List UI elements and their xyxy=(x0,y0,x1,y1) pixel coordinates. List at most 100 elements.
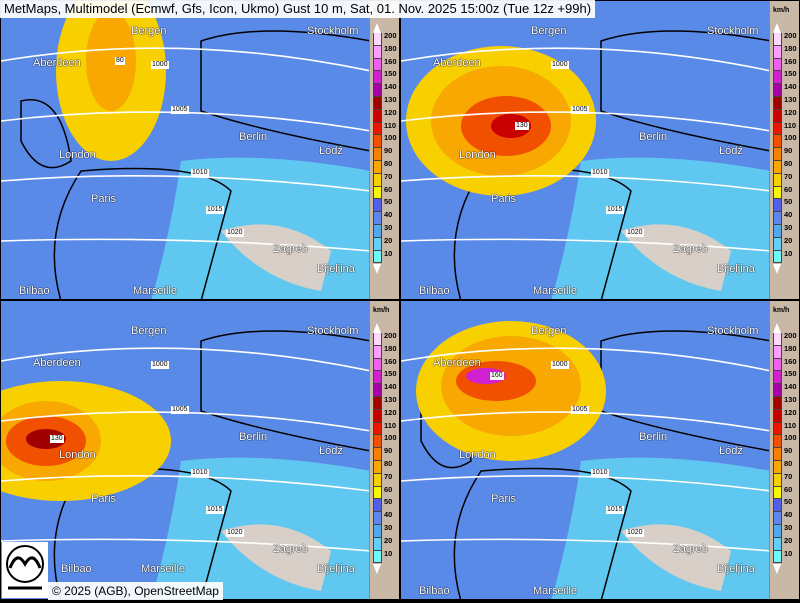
city-label: Aberdeen xyxy=(33,357,81,369)
legend-label: 200 xyxy=(384,331,397,340)
isobar-label: 1020 xyxy=(626,229,644,237)
legend-swatch xyxy=(373,71,382,85)
city-label: Łódź xyxy=(719,445,743,457)
legend-swatch xyxy=(773,186,782,200)
city-label: Bijeljina xyxy=(317,263,355,275)
legend-swatch xyxy=(373,524,382,538)
legend-swatch xyxy=(773,122,782,136)
legend-swatch xyxy=(373,333,382,346)
gust-legend: km/h 200 180 160 150 140 130 120 110 100 90 80 70 60 5… xyxy=(769,301,799,599)
gust-legend: km/h 200 180 160 150 140 130 120 110 100 90 80 70 60 5… xyxy=(369,301,399,599)
legend-label: 70 xyxy=(784,171,793,181)
city-label: Łódź xyxy=(319,445,343,457)
legend-swatch xyxy=(773,537,782,551)
city-label: Marseille xyxy=(133,285,178,297)
legend-swatch xyxy=(373,84,382,97)
legend-label: 40 xyxy=(384,210,393,220)
legend-label: 200 xyxy=(384,31,397,40)
gust-contour xyxy=(86,11,136,111)
peak-gust-label: 130 xyxy=(50,435,64,443)
legend-label: 160 xyxy=(784,56,797,66)
legend-label: 10 xyxy=(784,548,793,558)
legend-swatch xyxy=(773,135,782,149)
legend-label: 180 xyxy=(384,43,397,53)
legend-swatch xyxy=(373,250,382,264)
isobar xyxy=(401,538,771,552)
legend-label: 100 xyxy=(784,433,797,443)
legend-label: 10 xyxy=(384,248,393,258)
map-panel-model-2: 1000 1005 1010 1015 1020 130 Aberdeen London Par… xyxy=(400,0,800,300)
legend-arrow-down xyxy=(773,564,781,574)
city-label: Bilbao xyxy=(61,563,92,575)
legend-label: 110 xyxy=(384,420,397,430)
city-label: Marseille xyxy=(533,585,578,597)
legend-swatch xyxy=(773,499,782,513)
gust-contour xyxy=(491,114,531,138)
city-label: Stockholm xyxy=(307,325,359,337)
map-panel-model-3: 1000 1005 1010 1015 1020 130 Aberdeen London Par… xyxy=(0,300,400,600)
legend-label: 80 xyxy=(384,459,393,468)
isobar-label: 1020 xyxy=(226,229,244,237)
alps-area xyxy=(221,224,331,291)
legend-unit: km/h xyxy=(773,307,790,314)
legend-swatch xyxy=(373,345,382,359)
legend-swatch xyxy=(373,550,382,564)
legend-label: 200 xyxy=(784,331,797,340)
legend-label: 20 xyxy=(384,235,393,245)
legend-swatch xyxy=(773,384,782,397)
isobar-label: 1000 xyxy=(551,361,569,369)
legend-label: 50 xyxy=(384,497,393,507)
city-label: Marseille xyxy=(533,285,578,297)
legend-swatch xyxy=(773,199,782,213)
city-label: Stockholm xyxy=(307,25,359,37)
legend-label: 90 xyxy=(784,446,793,456)
isobar-label: 1010 xyxy=(591,469,609,477)
legend-swatch xyxy=(773,45,782,59)
legend-label: 150 xyxy=(384,69,397,79)
city-label: Bilbao xyxy=(419,585,450,597)
city-label: Berlin xyxy=(239,131,268,143)
isobar xyxy=(401,475,771,492)
city-label: Bergen xyxy=(131,325,167,337)
legend-swatch xyxy=(373,371,382,385)
legend-label: 140 xyxy=(384,82,397,92)
isobar xyxy=(1,538,371,552)
legend-swatch xyxy=(773,173,782,187)
legend-unit: km/h xyxy=(773,7,790,14)
legend-label: 30 xyxy=(384,523,393,532)
isobar xyxy=(1,347,371,372)
city-label: Łódź xyxy=(719,145,743,157)
isobar-label: 1015 xyxy=(206,206,224,214)
isobar xyxy=(401,47,771,72)
legend-label: 70 xyxy=(784,471,793,481)
legend-label: 150 xyxy=(384,369,397,379)
legend-label: 160 xyxy=(384,56,397,66)
legend-label: 120 xyxy=(784,107,797,117)
gust-field xyxy=(401,301,771,599)
city-label: Bilbao xyxy=(19,285,50,297)
legend-label: 50 xyxy=(384,197,393,207)
legend-label: 130 xyxy=(384,95,397,104)
legend-swatch xyxy=(773,512,782,525)
city-label: Zagreb xyxy=(273,543,308,555)
legend-swatch xyxy=(773,473,782,487)
city-label: London xyxy=(459,149,496,161)
legend-label: 100 xyxy=(384,433,397,443)
city-label: Bijeljina xyxy=(717,563,755,575)
legend-swatch xyxy=(373,473,382,487)
city-label: Marseille xyxy=(141,563,186,575)
isobar-label: 1010 xyxy=(191,169,209,177)
isobar-label: 1020 xyxy=(226,529,244,537)
legend-swatch xyxy=(373,537,382,551)
isobar-label: 1005 xyxy=(571,106,589,114)
legend-swatch xyxy=(773,84,782,97)
city-label: Stockholm xyxy=(707,25,759,37)
legend-label: 70 xyxy=(384,171,393,181)
legend-label: 40 xyxy=(784,510,793,520)
city-label: Aberdeen xyxy=(433,57,481,69)
legend-swatch xyxy=(373,512,382,525)
gust-legend: km/h 200 180 160 150 140 130 120 110 100 90 80 70 60 5… xyxy=(769,1,799,299)
coastline xyxy=(20,30,371,299)
legend-label: 60 xyxy=(784,484,793,494)
legend-swatch xyxy=(373,237,382,251)
